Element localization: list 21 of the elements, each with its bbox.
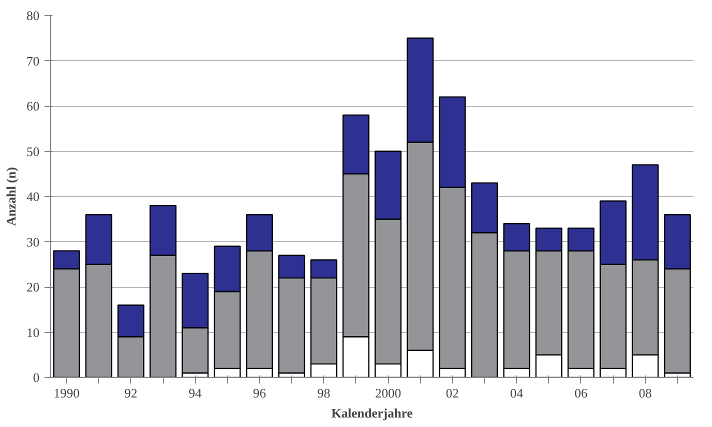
x-tick-label: 02 bbox=[446, 386, 459, 400]
y-tick-label: 70 bbox=[26, 53, 40, 68]
y-tick-label: 50 bbox=[26, 144, 40, 159]
x-tick-label: 04 bbox=[510, 386, 524, 400]
y-tick-label: 40 bbox=[26, 189, 40, 204]
y-tick-label: 10 bbox=[26, 324, 40, 340]
y-tick-label: 20 bbox=[26, 280, 40, 294]
y-tick-label: 60 bbox=[26, 98, 40, 114]
x-tick-label: 2000 bbox=[375, 386, 402, 400]
y-tick-label: 30 bbox=[26, 234, 40, 250]
x-tick-label: 1990 bbox=[54, 386, 80, 400]
y-tick-label: 80 bbox=[26, 8, 40, 23]
x-tick-label: 08 bbox=[638, 386, 652, 400]
x-tick-label: 98 bbox=[317, 386, 330, 400]
y-axis-title: Anzahl (n) bbox=[4, 167, 18, 226]
x-tick-label: 94 bbox=[188, 386, 202, 400]
x-axis-title: Kalenderjahre bbox=[331, 406, 413, 420]
x-tick-label: 06 bbox=[574, 386, 588, 400]
x-tick-label: 92 bbox=[124, 386, 138, 400]
y-tick-label: 0 bbox=[33, 370, 40, 385]
x-tick-label: 96 bbox=[252, 386, 266, 400]
